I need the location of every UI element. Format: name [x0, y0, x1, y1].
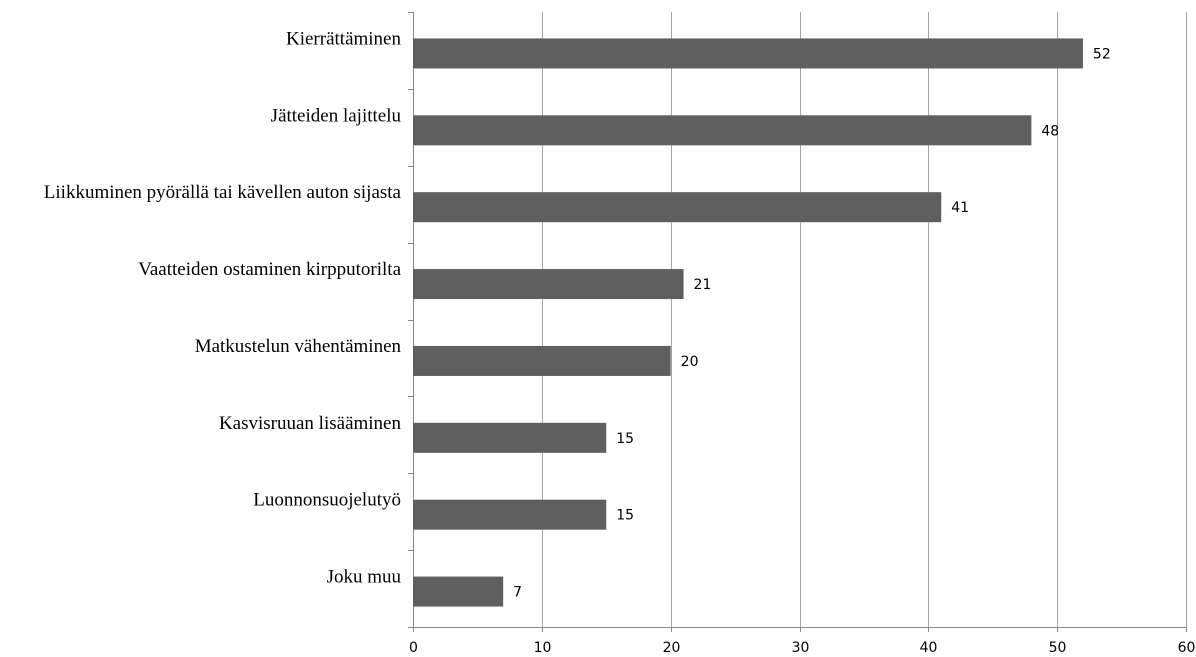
category-label: Vaatteiden ostaminen kirpputorilta [138, 259, 401, 280]
x-tick-label: 40 [920, 640, 938, 656]
x-tick-labels: 0 10 20 30 40 50 60 [409, 640, 1195, 656]
category-labels: Kierrättäminen Jätteiden lajittelu Liikkum… [44, 28, 402, 587]
bar [413, 115, 1032, 146]
grid-lines [408, 12, 1187, 632]
bar [413, 422, 607, 453]
x-tick-label: 30 [792, 640, 810, 656]
bar [413, 269, 684, 300]
x-tick-label: 20 [663, 640, 681, 656]
x-tick-label: 10 [534, 640, 552, 656]
bars [413, 38, 1083, 607]
bar [413, 576, 504, 607]
bar [413, 345, 671, 376]
data-label: 20 [681, 354, 699, 370]
x-tick-label: 50 [1049, 640, 1067, 656]
category-label: Matkustelun vähentäminen [195, 336, 402, 357]
category-label: Jätteiden lajittelu [271, 105, 402, 126]
category-label: Kasvisruuan lisääminen [219, 413, 402, 434]
bar [413, 499, 607, 530]
data-label: 7 [513, 585, 522, 601]
data-label: 41 [951, 200, 969, 216]
category-label: Luonnonsuojelutyö [253, 490, 401, 511]
category-label: Joku muu [327, 567, 402, 588]
data-label: 15 [616, 431, 634, 447]
data-label: 15 [616, 508, 634, 524]
bar [413, 192, 942, 223]
x-tick-label: 60 [1178, 640, 1196, 656]
value-labels: 52 48 41 21 20 15 15 7 [513, 46, 1111, 600]
data-label: 21 [694, 277, 712, 293]
data-label: 52 [1093, 46, 1111, 62]
x-tick-label: 0 [409, 640, 418, 656]
category-label: Kierrättäminen [286, 28, 402, 49]
data-label: 48 [1041, 123, 1059, 139]
category-label: Liikkuminen pyörällä tai kävellen auton … [44, 182, 402, 203]
bar [413, 38, 1083, 69]
